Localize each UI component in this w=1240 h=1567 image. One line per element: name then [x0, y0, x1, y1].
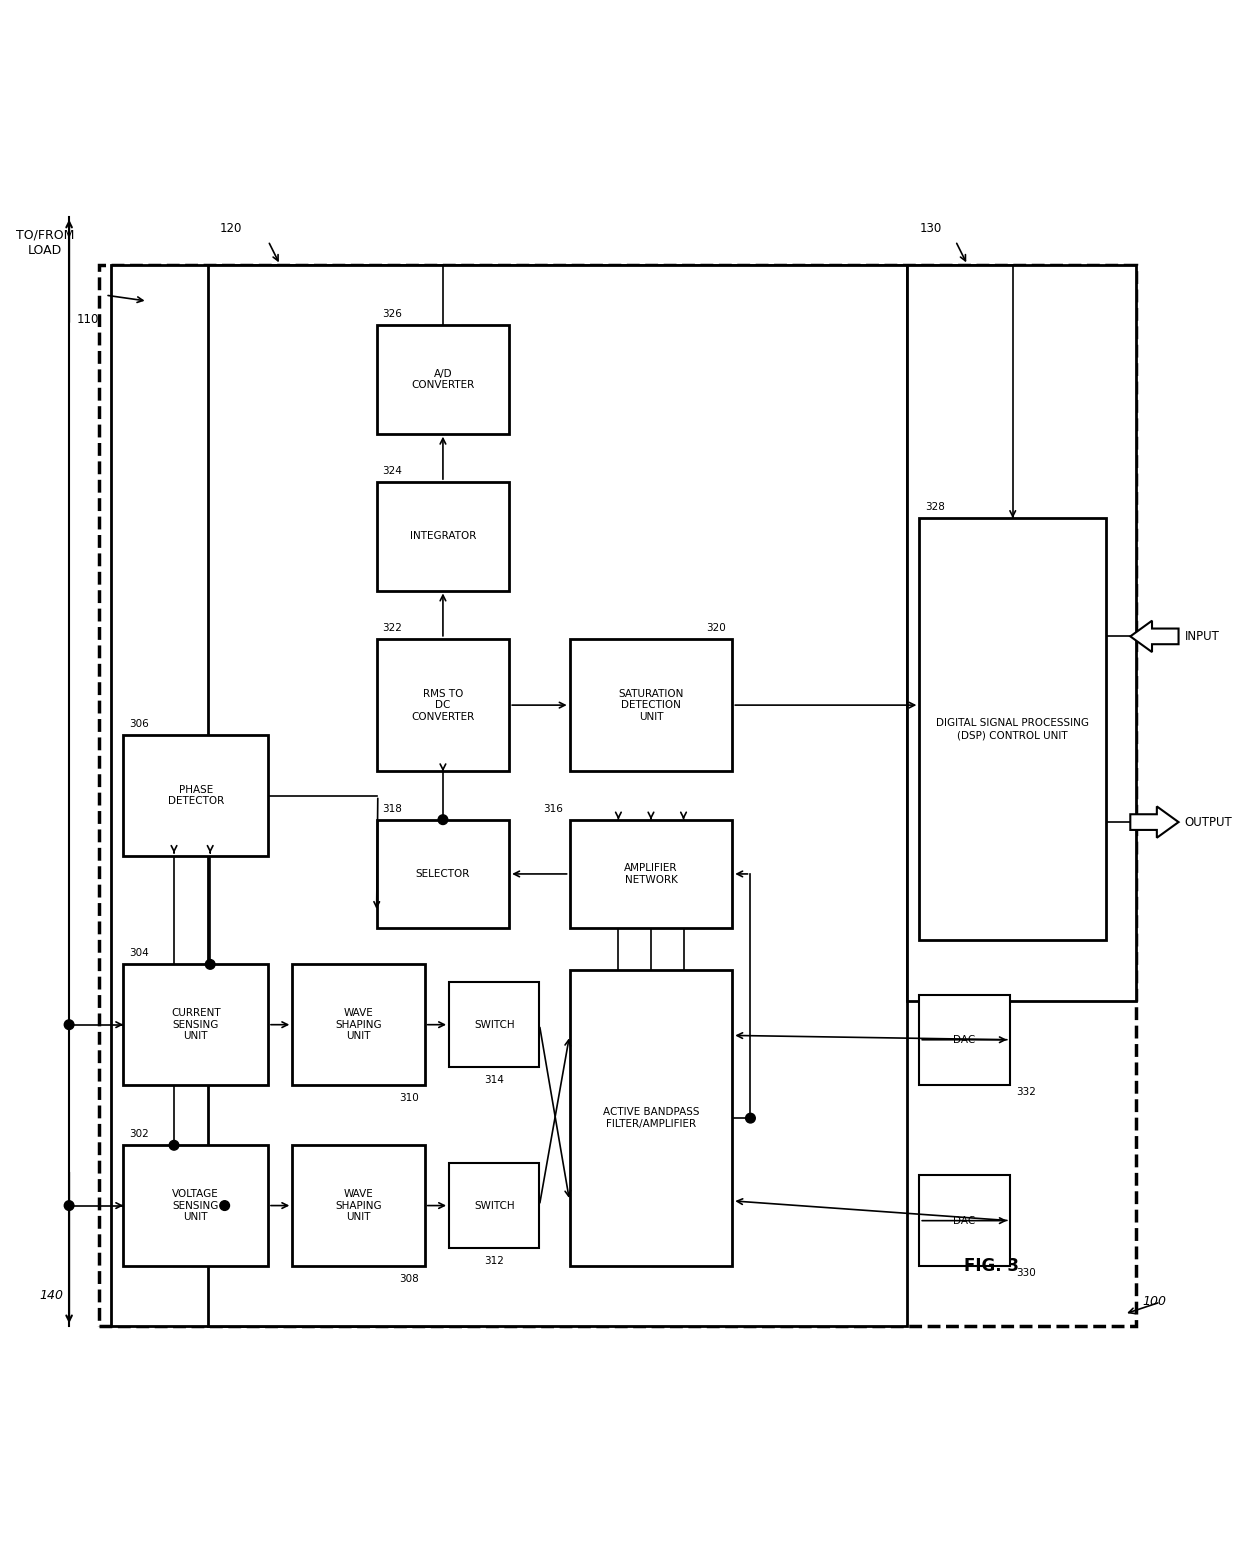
Text: DIGITAL SIGNAL PROCESSING
(DSP) CONTROL UNIT: DIGITAL SIGNAL PROCESSING (DSP) CONTROL … — [936, 718, 1089, 740]
Text: 330: 330 — [1016, 1268, 1035, 1279]
Text: 318: 318 — [383, 804, 403, 813]
FancyBboxPatch shape — [123, 735, 268, 856]
FancyBboxPatch shape — [569, 639, 733, 771]
Text: 306: 306 — [129, 719, 149, 729]
Text: VOLTAGE
SENSING
UNIT: VOLTAGE SENSING UNIT — [172, 1189, 219, 1222]
Text: CURRENT
SENSING
UNIT: CURRENT SENSING UNIT — [171, 1008, 221, 1042]
Text: DAC: DAC — [954, 1216, 976, 1225]
Text: 310: 310 — [399, 1094, 419, 1103]
FancyBboxPatch shape — [569, 820, 733, 928]
Text: 130: 130 — [919, 223, 941, 235]
FancyBboxPatch shape — [112, 265, 474, 1326]
Text: 324: 324 — [383, 465, 403, 476]
Polygon shape — [1131, 807, 1178, 838]
FancyBboxPatch shape — [377, 326, 510, 434]
Text: INTEGRATOR: INTEGRATOR — [409, 531, 476, 541]
FancyBboxPatch shape — [919, 995, 1009, 1084]
Circle shape — [169, 1141, 179, 1150]
FancyBboxPatch shape — [99, 265, 1136, 1326]
Text: TO/FROM
LOAD: TO/FROM LOAD — [16, 229, 74, 257]
FancyBboxPatch shape — [449, 1163, 539, 1247]
Text: SELECTOR: SELECTOR — [415, 870, 470, 879]
Text: 304: 304 — [129, 948, 149, 959]
Text: INPUT: INPUT — [1184, 630, 1219, 642]
FancyBboxPatch shape — [908, 265, 1136, 1001]
FancyBboxPatch shape — [208, 265, 908, 1326]
Text: SWITCH: SWITCH — [474, 1020, 515, 1030]
FancyBboxPatch shape — [569, 970, 733, 1266]
FancyBboxPatch shape — [377, 483, 510, 591]
Text: ACTIVE BANDPASS
FILTER/AMPLIFIER: ACTIVE BANDPASS FILTER/AMPLIFIER — [603, 1108, 699, 1128]
Text: WAVE
SHAPING
UNIT: WAVE SHAPING UNIT — [335, 1008, 382, 1042]
Circle shape — [64, 1200, 74, 1210]
Circle shape — [206, 959, 215, 970]
FancyBboxPatch shape — [293, 1145, 425, 1266]
Text: 328: 328 — [925, 501, 945, 512]
Text: AMPLIFIER
NETWORK: AMPLIFIER NETWORK — [624, 863, 678, 885]
FancyBboxPatch shape — [449, 983, 539, 1067]
FancyBboxPatch shape — [123, 1145, 268, 1266]
Text: 100: 100 — [1142, 1294, 1167, 1308]
Text: RMS TO
DC
CONVERTER: RMS TO DC CONVERTER — [412, 688, 475, 722]
Text: 140: 140 — [38, 1290, 63, 1302]
Text: 326: 326 — [383, 309, 403, 320]
Text: 320: 320 — [707, 622, 727, 633]
Text: SATURATION
DETECTION
UNIT: SATURATION DETECTION UNIT — [619, 688, 683, 722]
Text: DAC: DAC — [954, 1034, 976, 1045]
Text: 312: 312 — [485, 1255, 505, 1266]
Text: 314: 314 — [485, 1075, 505, 1084]
Text: PHASE
DETECTOR: PHASE DETECTOR — [167, 785, 224, 807]
Circle shape — [745, 1113, 755, 1124]
Circle shape — [219, 1200, 229, 1210]
Text: 120: 120 — [219, 223, 242, 235]
Text: WAVE
SHAPING
UNIT: WAVE SHAPING UNIT — [335, 1189, 382, 1222]
FancyBboxPatch shape — [123, 964, 268, 1084]
FancyBboxPatch shape — [293, 964, 425, 1084]
Text: 332: 332 — [1016, 1087, 1035, 1097]
Text: FIG. 3: FIG. 3 — [965, 1257, 1019, 1276]
Text: SWITCH: SWITCH — [474, 1200, 515, 1211]
Text: 110: 110 — [77, 313, 99, 326]
Text: OUTPUT: OUTPUT — [1184, 815, 1233, 829]
FancyBboxPatch shape — [377, 639, 510, 771]
Circle shape — [438, 815, 448, 824]
FancyBboxPatch shape — [377, 820, 510, 928]
Polygon shape — [1131, 621, 1178, 652]
Text: 302: 302 — [129, 1130, 149, 1139]
Text: 322: 322 — [383, 622, 403, 633]
Text: 308: 308 — [399, 1274, 419, 1283]
FancyBboxPatch shape — [919, 1175, 1009, 1266]
FancyBboxPatch shape — [919, 519, 1106, 940]
Circle shape — [64, 1020, 74, 1030]
Text: 316: 316 — [543, 804, 563, 813]
Text: A/D
CONVERTER: A/D CONVERTER — [412, 368, 475, 390]
